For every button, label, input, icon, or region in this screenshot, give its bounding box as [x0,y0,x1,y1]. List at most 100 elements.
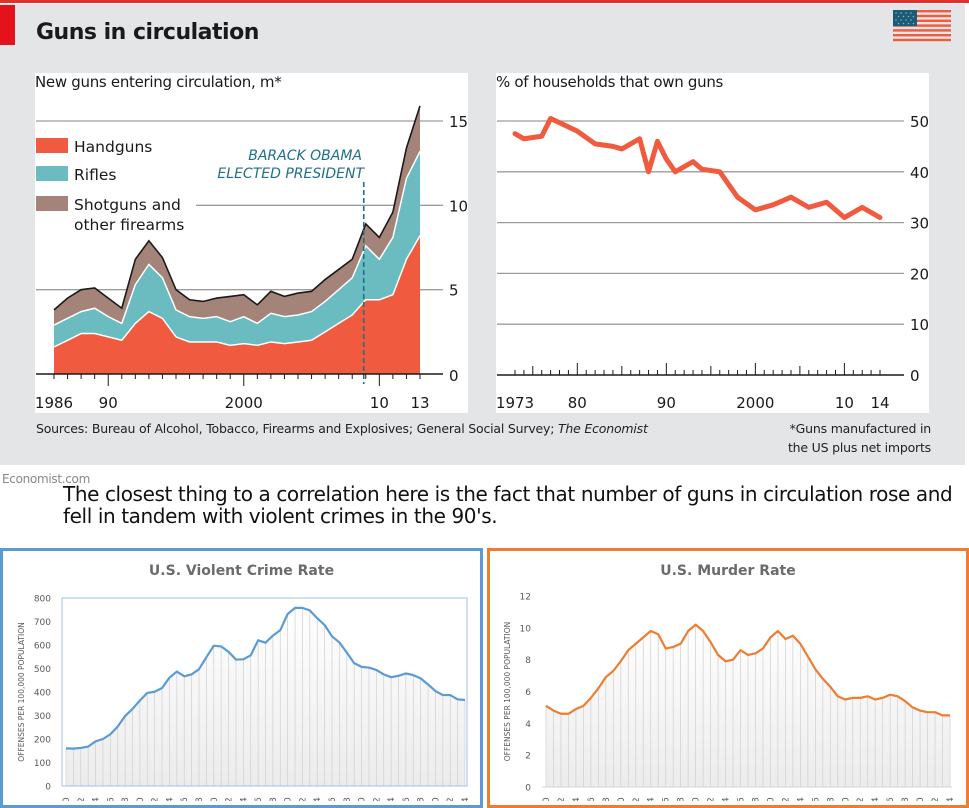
y-tick-label: 10 [910,316,929,334]
x-tick-label: 2 [77,797,87,801]
x-tick-label: 8 [269,797,279,801]
y-tick-label: 8 [525,656,531,666]
flag-stripes [893,10,951,42]
x-tick-label: 4 [572,797,582,801]
x-tick-label: 10 [370,394,389,412]
legend-swatch [36,166,68,181]
y-tick-label: 12 [520,593,531,603]
legend-label: other firearms [74,216,184,234]
x-tick-label: 2 [781,797,791,801]
legend-label: Handguns [74,138,152,156]
x-tick-label: 0 [284,797,294,801]
x-tick-label: 2 [931,797,941,801]
annotation-label: ELECTED PRESIDENT [217,166,365,182]
x-tick-label: 2 [707,797,717,801]
legend-label: Shotguns and [74,196,181,214]
y-tick-label: 0 [525,784,531,794]
us-flag-icon [893,10,951,42]
guns-entering-chart-title: New guns entering circulation, m* [35,73,282,91]
x-tick-label: 6 [662,797,672,801]
y-tick-label: 2 [525,752,531,762]
sources-italic: The Economist [557,421,648,436]
top-rule [0,0,969,3]
economist-credit: Economist.com [2,472,90,486]
y-tick-label: 0 [910,367,920,385]
area-rifles [54,151,420,348]
x-tick-label: 0 [916,797,926,801]
y-tick-label: 300 [34,712,51,722]
x-tick-label: 0 [766,797,776,801]
legend-swatch [36,196,68,211]
footnote-line-1: *Guns manufactured in [789,421,932,436]
y-tick-label: 15 [449,113,468,131]
y-axis-label: OFFENSES PER 100,000 POPULATION [503,622,512,761]
plot-frame [61,597,468,787]
x-tick-label: 4 [946,797,956,801]
ownership-line [512,115,883,221]
series-line [545,623,950,717]
violent-crime-chart-title: U.S. Violent Crime Rate [148,563,335,579]
x-tick-label: 2 [856,797,866,801]
y-tick-label: 0 [45,783,51,793]
y-tick-label: 200 [34,736,51,746]
x-tick-label: 2 [225,797,235,801]
x-tick-label: 0 [431,797,441,801]
y-tick-label: 50 [910,113,929,131]
series-boundary [53,151,421,326]
x-tick-label: 14 [870,394,889,412]
x-tick-label: 4 [461,797,471,801]
legend-label: Rifles [74,166,116,184]
sources-note: Sources: Bureau of Alcohol, Tobacco, Fir… [36,419,648,438]
x-tick-label: 8 [417,797,427,801]
x-tick-label: 13 [410,394,429,412]
x-tick-label: 4 [722,797,732,801]
x-tick-label: 6 [180,797,190,801]
y-tick-label: 30 [910,215,929,233]
y-tick-label: 800 [34,595,51,605]
x-tick-label: 8 [751,797,761,801]
annotation-label: BARACK OBAMA [248,148,362,164]
x-tick-label: 0 [62,797,72,801]
y-tick-label: 0 [449,367,459,385]
x-tick-label: 8 [121,797,131,801]
figure-title: Guns in circulation [36,20,259,45]
x-tick-label: 2000 [736,394,774,412]
x-tick-label: 4 [387,797,397,801]
x-tick-label: 4 [647,797,657,801]
series-line [65,606,466,750]
y-tick-label: 40 [910,164,929,182]
x-tick-label: 0 [692,797,702,801]
y-axis-label: OFFENSES PER 100,000 POPULATION [17,622,26,761]
y-tick-label: 600 [34,642,51,652]
x-tick-label: 6 [254,797,264,801]
x-tick-label: 6 [402,797,412,801]
economist-red-tab [0,5,15,45]
y-tick-label: 100 [34,759,51,769]
x-tick-label: 6 [737,797,747,801]
household-ownership-chart-card [496,73,929,413]
legend-swatch [36,138,68,153]
y-tick-label: 6 [525,688,531,698]
y-tick-label: 5 [449,282,459,300]
x-tick-label: 2 [151,797,161,801]
x-tick-label: 2 [632,797,642,801]
sources-text: Sources: Bureau of Alcohol, Tobacco, Fir… [36,421,558,436]
y-tick-label: 500 [34,665,51,675]
household-ownership-chart: 0 10 20 30 40 50 1973 80 90 2000 10 14 [496,113,929,412]
x-tick-label: 90 [657,394,676,412]
y-tick-label: 20 [910,265,929,283]
x-tick-label: 2000 [225,394,263,412]
x-tick-label: 8 [826,797,836,801]
x-tick-label: 4 [871,797,881,801]
y-tick-label: 10 [449,197,468,215]
x-tick-label: 2 [446,797,456,801]
x-tick-label: 4 [92,797,102,801]
x-tick-label: 4 [313,797,323,801]
x-tick-label: 0 [210,797,220,801]
x-tick-label: 0 [358,797,368,801]
x-tick-label: 8 [602,797,612,801]
area-handguns [54,235,420,374]
x-tick-label: 4 [239,797,249,801]
x-tick-label: 6 [328,797,338,801]
